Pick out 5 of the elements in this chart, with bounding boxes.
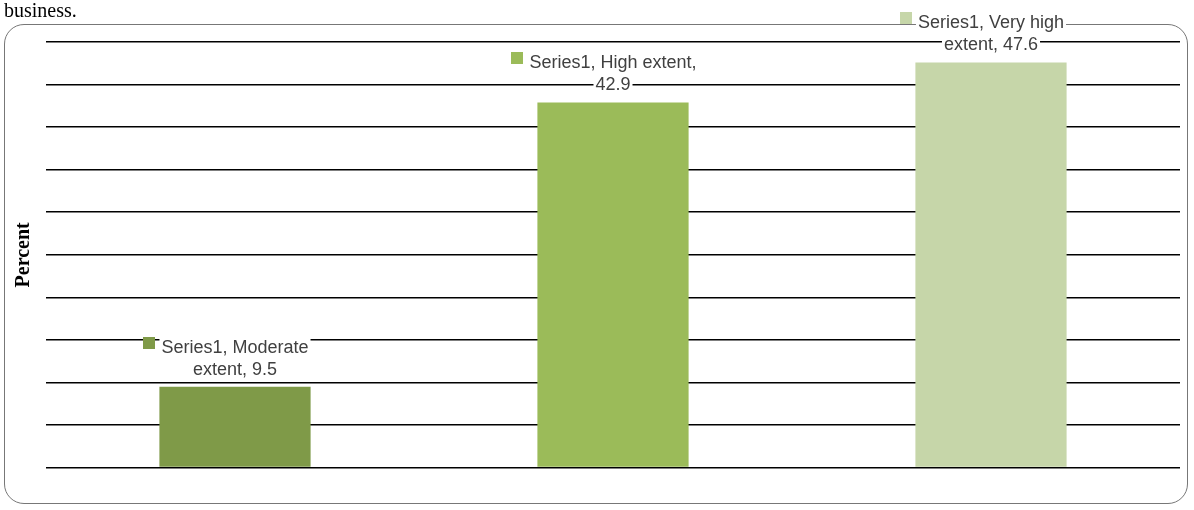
data-label: Series1, Very high extent, 47.6 bbox=[917, 12, 1065, 55]
data-label: Series1, Moderate extent, 9.5 bbox=[161, 336, 309, 379]
text: business. bbox=[4, 0, 77, 22]
y-axis-title: Percent bbox=[11, 221, 34, 288]
data-label: Series1, High extent, 42.9 bbox=[529, 52, 697, 95]
